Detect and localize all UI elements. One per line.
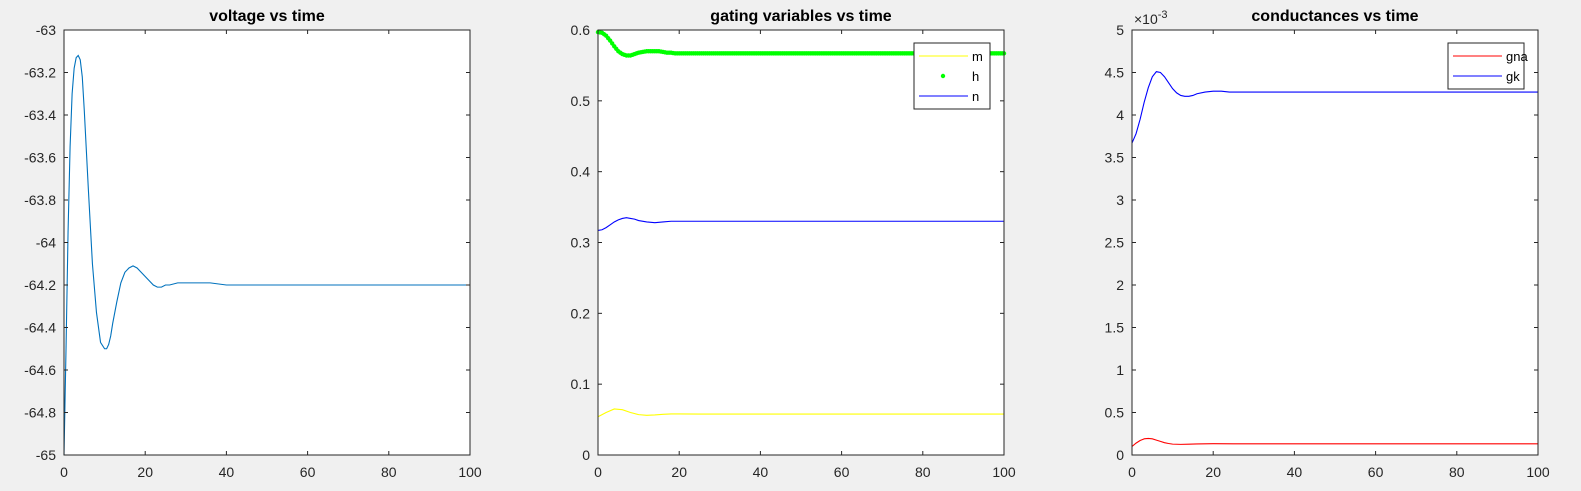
legend: gna gk <box>1447 42 1528 90</box>
y-tick-label: -63.6 <box>24 150 56 166</box>
x-tick-label: 0 <box>60 464 68 480</box>
legend-box <box>913 42 991 110</box>
x-tick-label: 40 <box>753 464 769 480</box>
legend: mhn <box>913 42 991 110</box>
chart-title: voltage vs time <box>209 8 325 25</box>
plot-area <box>64 30 470 455</box>
y-tick-label: 0.3 <box>571 235 591 251</box>
x-tick-label: 80 <box>915 464 931 480</box>
y-tick-label: -65 <box>36 447 56 463</box>
y-tick-label: 0.5 <box>571 93 591 109</box>
chart-title: conductances vs time <box>1251 8 1418 25</box>
y-tick-label: 1.5 <box>1105 320 1125 336</box>
x-tick-label: 60 <box>1368 464 1384 480</box>
x-tick-label: 80 <box>381 464 397 480</box>
y-tick-label: 4 <box>1116 107 1124 123</box>
y-tick-label: 0.1 <box>571 376 591 392</box>
chart-panel-1: 0 20 40 60 80 100 -63 -63.2 -63.4 -63.6 -63.8 -64 -6… <box>24 8 482 480</box>
legend-label-gna: gna <box>1506 49 1528 64</box>
x-tick-label: 100 <box>992 464 1016 480</box>
y-tick-label: 0.4 <box>571 164 591 180</box>
series-voltage-line <box>63 54 470 456</box>
y-tick-label: 4.5 <box>1105 65 1125 81</box>
y-tick-label: -64.6 <box>24 362 56 378</box>
legend-label-h: h <box>972 69 979 84</box>
y-tick-label: 3.5 <box>1105 150 1125 166</box>
y-tick-label: -63 <box>36 22 56 38</box>
series-h-markers <box>595 29 1007 58</box>
legend-box <box>1447 42 1525 90</box>
y-tick-label: -64 <box>36 235 56 251</box>
y-exponent-label: ×10-3 <box>1134 9 1168 27</box>
y-tick-label: -63.8 <box>24 192 56 208</box>
x-tick-label: 40 <box>219 464 235 480</box>
chart-panel-3: 0 20 40 60 80 100 5 4.5 4 3.5 3 2.5 2 1.5 1 0.5 0 ×10-3 co… <box>1105 8 1550 480</box>
y-tick-label: -63.2 <box>24 65 56 81</box>
x-tick-label: 60 <box>834 464 850 480</box>
legend-label-gk: gk <box>1506 69 1520 84</box>
series-n-line <box>597 217 1004 232</box>
x-tick-label: 20 <box>137 464 153 480</box>
y-tick-label: 2.5 <box>1105 235 1125 251</box>
y-tick-label: 0 <box>1116 447 1124 463</box>
y-tick-label: -64.4 <box>24 320 56 336</box>
legend-label-n: n <box>972 89 979 104</box>
legend-marker-h <box>940 73 946 79</box>
y-tick-label: 1 <box>1116 362 1124 378</box>
y-tick-label: -64.8 <box>24 405 56 421</box>
chart-title: gating variables vs time <box>710 8 892 25</box>
plot-area <box>1132 30 1538 455</box>
x-tick-label: 40 <box>1287 464 1303 480</box>
x-tick-label: 0 <box>1128 464 1136 480</box>
y-tick-label: 0.2 <box>571 305 591 321</box>
x-tick-label: 100 <box>1526 464 1550 480</box>
y-tick-label: 0.6 <box>571 22 591 38</box>
x-tick-label: 80 <box>1449 464 1465 480</box>
series-gna-line <box>1131 437 1538 447</box>
y-tick-label: 3 <box>1116 192 1124 208</box>
series-gk-line <box>1131 71 1538 144</box>
y-tick-label: 0 <box>582 447 590 463</box>
x-tick-label: 0 <box>594 464 602 480</box>
x-tick-label: 20 <box>671 464 687 480</box>
x-tick-label: 20 <box>1205 464 1221 480</box>
series-m-line <box>597 408 1004 418</box>
y-tick-label: -63.4 <box>24 107 56 123</box>
y-tick-label: -64.2 <box>24 277 56 293</box>
y-tick-label: 2 <box>1116 277 1124 293</box>
chart-panel-2: 0 20 40 60 80 100 0.6 0.5 0.4 0.3 0.2 0.1 0 gating va… <box>571 8 1016 480</box>
legend-label-m: m <box>972 49 983 64</box>
x-tick-label: 60 <box>300 464 316 480</box>
y-tick-label: 0.5 <box>1105 405 1125 421</box>
y-tick-label: 5 <box>1116 22 1124 38</box>
x-tick-label: 100 <box>458 464 482 480</box>
